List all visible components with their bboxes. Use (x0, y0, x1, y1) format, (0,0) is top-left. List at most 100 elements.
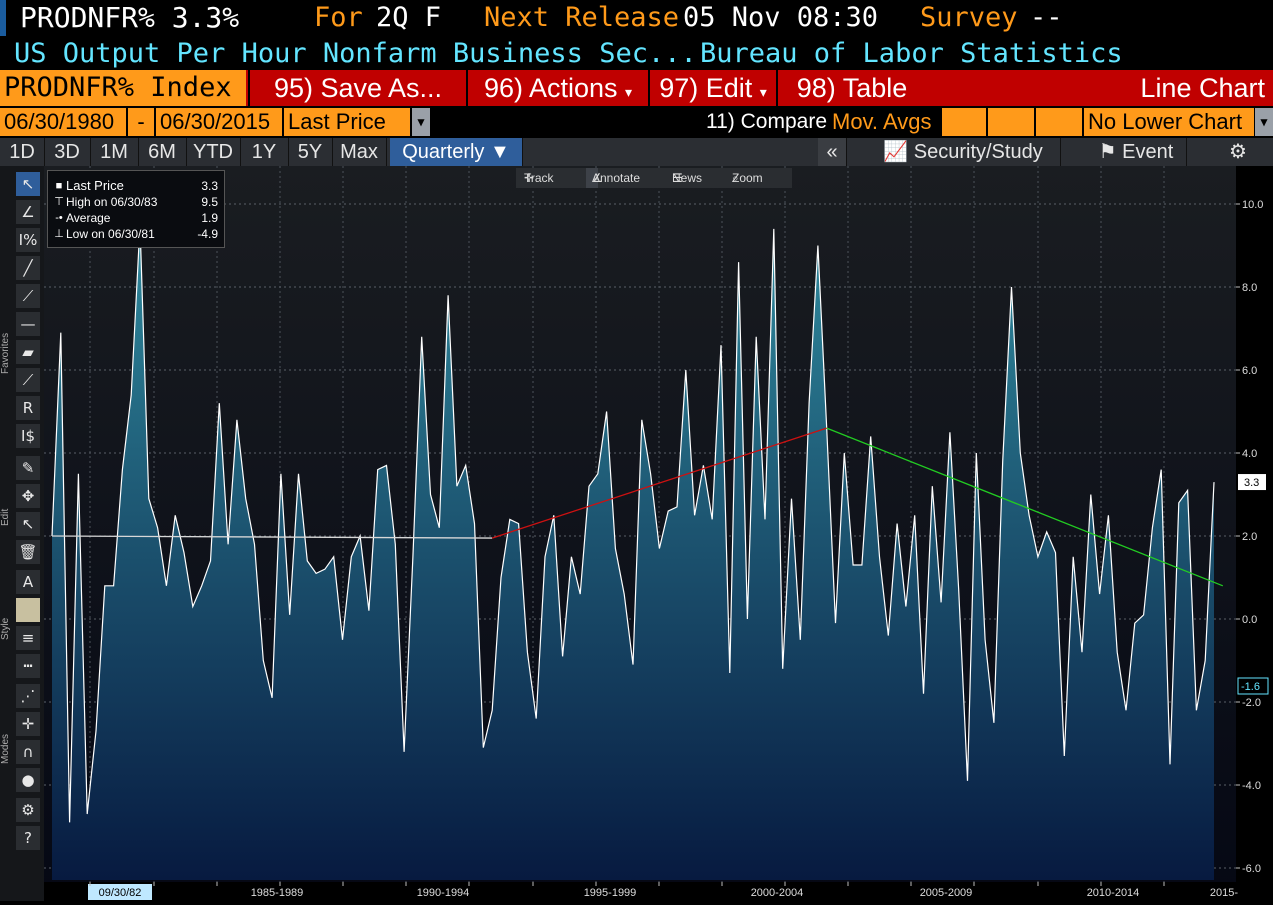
regression-icon[interactable]: R (16, 396, 40, 420)
legend-average-label: Average (66, 211, 111, 225)
trendline-white[interactable] (51, 535, 493, 539)
period-max-button[interactable]: Max (332, 138, 387, 166)
line-weight-icon[interactable]: ≡ (16, 626, 40, 650)
range-dash: - (128, 108, 154, 136)
modes-label: Modes (0, 733, 11, 764)
trend-value-tag (1237, 677, 1269, 695)
period-6m-button[interactable]: 6M (138, 138, 187, 166)
pencil-icon[interactable]: ✎ (16, 456, 40, 480)
start-date-field[interactable]: 06/30/1980 (0, 108, 126, 136)
flag-icon: ⚑ (1098, 141, 1117, 163)
extended-line-icon[interactable]: ⟋ (16, 368, 40, 392)
fill-color-icon[interactable] (16, 598, 40, 622)
x-tick-label: 09/30/82 (99, 887, 142, 899)
x-tick-label: 2015- (1210, 887, 1238, 899)
line-chart-svg[interactable]: 10.0 8.0 6.0 4.0 2.0 0.0 -2.0 -4.0 -6.0 3.3 -1.6 0… (44, 166, 1273, 901)
percent-measure-icon[interactable]: I% (16, 228, 40, 252)
security-index-field[interactable]: PRODNFR% Index (0, 70, 246, 106)
ray-icon[interactable]: ⟋ (16, 284, 40, 308)
lower-chart-select[interactable]: No Lower Chart (1084, 108, 1254, 136)
annotate-label: Annotate (592, 171, 641, 185)
chart-legend[interactable]: ■ Last Price 3.3 ⊤ High on 06/30/83 9.5 … (47, 170, 225, 248)
x-axis-panel (44, 882, 1273, 901)
y-axis-panel (1236, 166, 1273, 901)
select-plus-icon[interactable]: ↖ (16, 512, 40, 536)
table-button[interactable]: 98) Table (776, 70, 926, 106)
period-toolbar: 1D 3D 1M 6M YTD 1Y 5Y Max Quarterly ▼ « … (0, 138, 1273, 166)
x-tick-label: 1990-1994 (417, 887, 470, 899)
main-toolbar: PRODNFR% Index 95) Save As... 96) Action… (0, 70, 1273, 106)
compare-button[interactable]: 11) Compare (706, 110, 827, 133)
pointer-icon[interactable]: ↖ (16, 172, 40, 196)
ticker-value: 3.3% (171, 1, 240, 34)
period-1m-button[interactable]: 1M (90, 138, 139, 166)
end-date-field[interactable]: 06/30/2015 (156, 108, 282, 136)
line-style-icon[interactable]: ┅ (16, 654, 40, 678)
y-tick-label: 0.0 (1242, 614, 1257, 626)
magnet-icon[interactable]: ∩ (16, 740, 40, 764)
study-slot-3[interactable] (1036, 108, 1082, 136)
text-style-icon[interactable]: A (16, 570, 40, 594)
annotate-button[interactable]: ∠ Annotate (586, 168, 640, 188)
last-value-tag (1238, 474, 1266, 491)
crosshair-mode-icon[interactable]: ✛ (16, 712, 40, 736)
color-mode-icon[interactable]: ● (16, 768, 40, 792)
tool-settings-icon[interactable]: ⚙ (16, 798, 40, 822)
security-description: US Output Per Hour Nonfarm Business Sec.… (14, 38, 697, 69)
study-slot-2[interactable] (988, 108, 1034, 136)
period-5y-button[interactable]: 5Y (288, 138, 333, 166)
event-button[interactable]: ⚑ Event (1086, 138, 1187, 166)
study-slot-1[interactable] (942, 108, 986, 136)
collapse-button[interactable]: « (818, 138, 847, 166)
edit-dropdown-icon: ▾ (759, 84, 767, 100)
save-as-button[interactable]: 95) Save As... (248, 70, 466, 106)
frequency-label: Quarterly (402, 141, 485, 163)
event-label: Event (1122, 141, 1174, 163)
move-icon[interactable]: ✥ (16, 484, 40, 508)
chart-area[interactable]: 10.0 8.0 6.0 4.0 2.0 0.0 -2.0 -4.0 -6.0 3.3 -1.6 0… (44, 166, 1273, 901)
trash-icon[interactable]: 🗑 (16, 540, 40, 564)
legend-last-price-value: 3.3 (201, 179, 218, 193)
period-3d-button[interactable]: 3D (44, 138, 91, 166)
news-label: News (672, 171, 703, 185)
period-ytd-button[interactable]: YTD (186, 138, 241, 166)
x-tick-label: 2010-2014 (1087, 887, 1140, 899)
y-tick-label: -4.0 (1242, 780, 1261, 792)
chart-view-label[interactable]: Line Chart (926, 70, 1273, 106)
trendline-red[interactable] (491, 427, 827, 539)
edit-button[interactable]: 97) Edit ▾ (648, 70, 776, 106)
help-icon[interactable]: ? (16, 826, 40, 850)
next-release-label: Next Release (484, 2, 680, 33)
legend-last-price-label: Last Price (66, 178, 124, 193)
legend-low-label: Low on 06/30/81 (66, 227, 155, 241)
news-icon: ☰ (672, 171, 683, 185)
survey-value: -- (1030, 2, 1063, 33)
draw-mode-icon[interactable]: ⋰ (16, 684, 40, 708)
for-value: 2Q F (376, 2, 442, 33)
actions-dropdown-icon: ▾ (625, 84, 633, 100)
y-tick-label: 10.0 (1242, 199, 1263, 211)
price-measure-icon[interactable]: I$ (16, 424, 40, 448)
price-field-dropdown-icon[interactable]: ▼ (412, 108, 430, 136)
horizontal-line-icon[interactable]: — (16, 312, 40, 336)
line-draw-icon[interactable]: ∠ (16, 200, 40, 224)
trend-value-tag-text: -1.6 (1241, 681, 1260, 693)
actions-button[interactable]: 96) Actions ▾ (466, 70, 648, 106)
price-field-select[interactable]: Last Price (284, 108, 410, 136)
lower-chart-dropdown-icon[interactable]: ▼ (1255, 108, 1273, 136)
drawing-tools-sidebar: Favorites Edit Style Modes ↖ ∠ I% ╱ ⟋ — … (0, 166, 44, 901)
y-tick-label: -2.0 (1242, 697, 1261, 709)
range-row: 06/30/1980 - 06/30/2015 Last Price ▼ 11)… (0, 106, 1273, 138)
settings-gear-icon[interactable]: ⚙ (1229, 141, 1247, 163)
channel-icon[interactable]: ▰ (16, 340, 40, 364)
frequency-select[interactable]: Quarterly ▼ (390, 138, 523, 166)
series-line[interactable] (51, 224, 1215, 823)
next-release-value: 05 Nov 08:30 (683, 2, 879, 33)
period-1y-button[interactable]: 1Y (240, 138, 289, 166)
x-tick-label: 2005-2009 (920, 887, 973, 899)
period-1d-button[interactable]: 1D (0, 138, 45, 166)
trendline-green[interactable] (826, 427, 1224, 587)
trendline-icon[interactable]: ╱ (16, 256, 40, 280)
mov-avgs-button[interactable]: Mov. Avgs (828, 108, 940, 136)
security-study-button[interactable]: 📈 Security/Study (866, 138, 1061, 166)
